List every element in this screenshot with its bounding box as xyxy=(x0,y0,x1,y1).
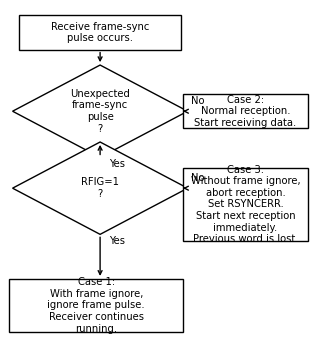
Text: No: No xyxy=(191,96,204,106)
Text: Yes: Yes xyxy=(109,159,125,169)
Text: Receive frame-sync
pulse occurs.: Receive frame-sync pulse occurs. xyxy=(51,22,149,43)
FancyBboxPatch shape xyxy=(183,168,308,241)
FancyBboxPatch shape xyxy=(19,15,182,50)
Text: Unexpected
frame-sync
pulse
?: Unexpected frame-sync pulse ? xyxy=(70,89,130,134)
Polygon shape xyxy=(12,142,188,235)
Text: RFIG=1
?: RFIG=1 ? xyxy=(81,177,119,199)
Text: Case 3:
Without frame ignore,
abort reception.
Set RSYNCERR.
Start next receptio: Case 3: Without frame ignore, abort rece… xyxy=(191,165,300,244)
Text: No: No xyxy=(191,173,204,183)
Polygon shape xyxy=(12,65,188,157)
FancyBboxPatch shape xyxy=(183,94,308,128)
Text: Yes: Yes xyxy=(109,236,125,246)
FancyBboxPatch shape xyxy=(10,279,183,332)
Text: Case 1:
With frame ignore,
ignore frame pulse.
Receiver continues
running.: Case 1: With frame ignore, ignore frame … xyxy=(48,277,145,334)
Text: Case 2:
Normal reception.
Start receiving data.: Case 2: Normal reception. Start receivin… xyxy=(194,95,297,128)
